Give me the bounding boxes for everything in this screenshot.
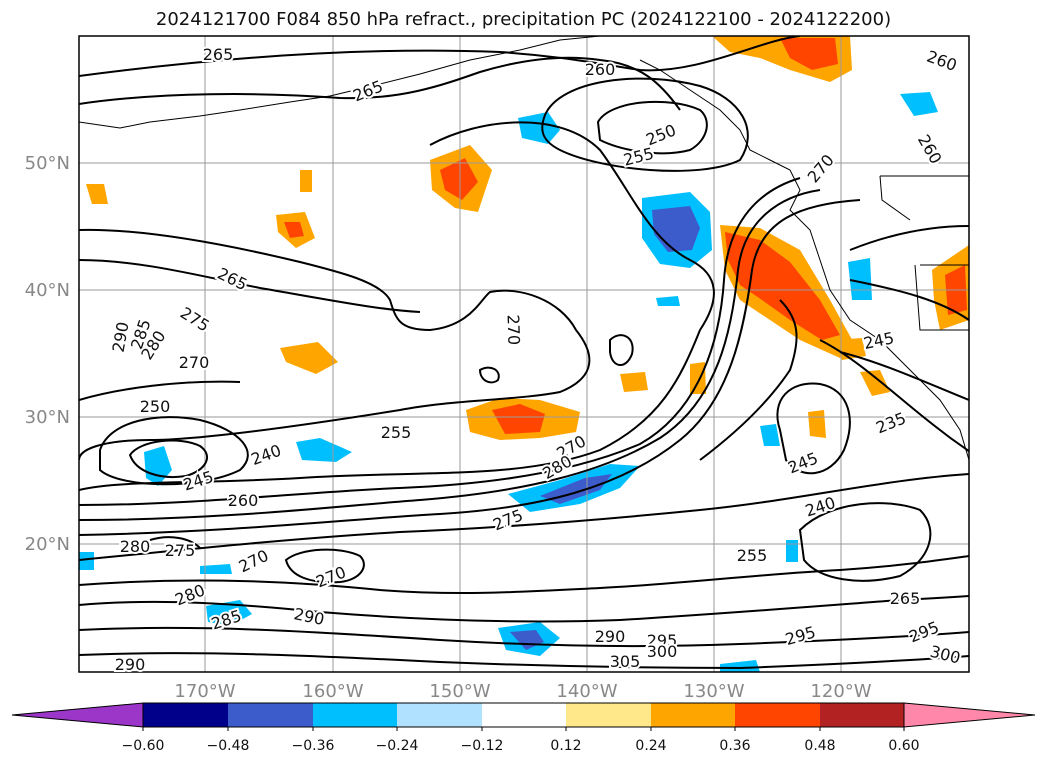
contour-label: 290 bbox=[115, 655, 146, 674]
colorbar-tick-label: 0.60 bbox=[888, 738, 919, 754]
map-content bbox=[79, 36, 969, 672]
lat-label: 40°N bbox=[25, 280, 70, 301]
colorbar-segment bbox=[313, 703, 397, 727]
contour-label: 295 bbox=[647, 631, 678, 650]
colorbar: −0.60 −0.48 −0.36 −0.24 −0.12 0.12 0.24 … bbox=[11, 702, 1036, 754]
contour-label: 260 bbox=[585, 60, 616, 79]
contour-label: 305 bbox=[610, 652, 641, 671]
colorbar-segment bbox=[735, 703, 820, 727]
colorbar-tick-label: −0.36 bbox=[292, 738, 335, 754]
contour-label: 280 bbox=[120, 537, 151, 556]
colorbar-segment bbox=[820, 703, 904, 727]
lat-axis: 50°N 40°N 30°N 20°N bbox=[25, 153, 70, 555]
colorbar-extend-low bbox=[11, 702, 144, 728]
colorbar-tick-label: 0.36 bbox=[719, 738, 750, 754]
contour-label: 255 bbox=[381, 423, 412, 442]
colorbar-segment bbox=[143, 703, 228, 727]
contour-label: 255 bbox=[737, 546, 768, 565]
colorbar-frame bbox=[142, 702, 905, 728]
contour-label: 260 bbox=[228, 491, 259, 510]
colorbar-tick-label: 0.12 bbox=[550, 738, 581, 754]
gridlines bbox=[79, 36, 969, 672]
colorbar-tick-label: −0.24 bbox=[376, 738, 419, 754]
lon-label: 120°W bbox=[810, 681, 871, 702]
colorbar-tick-label: −0.48 bbox=[207, 738, 250, 754]
contour-label: 270 bbox=[503, 314, 523, 345]
colorbar-segment bbox=[228, 703, 313, 727]
contour-label: 265 bbox=[890, 589, 921, 608]
contour-label: 300 bbox=[647, 642, 678, 661]
lat-label: 30°N bbox=[25, 407, 70, 428]
contour-label: 290 bbox=[595, 627, 626, 646]
colorbar-tick-label: 0.24 bbox=[635, 738, 666, 754]
colorbar-tick-label: 0.48 bbox=[804, 738, 835, 754]
precip-positive-patches bbox=[86, 36, 969, 440]
contour-label: 245 bbox=[862, 328, 896, 353]
colorbar-extend-high bbox=[903, 702, 1036, 728]
contour-label: 250 bbox=[140, 397, 171, 416]
contour-label: 275 bbox=[165, 541, 196, 560]
map-frame bbox=[78, 35, 970, 673]
lon-label: 170°W bbox=[174, 681, 235, 702]
lon-label: 150°W bbox=[429, 681, 490, 702]
colorbar-segment bbox=[482, 703, 566, 727]
contour-label: 290 bbox=[109, 320, 133, 353]
lon-label: 160°W bbox=[302, 681, 363, 702]
refractivity-contours bbox=[79, 36, 969, 670]
coastlines bbox=[79, 36, 969, 461]
colorbar-segment bbox=[397, 703, 482, 727]
contour-label: 265 bbox=[203, 45, 234, 64]
lat-label: 50°N bbox=[25, 153, 70, 174]
map-title: 2024121700 F084 850 hPa refract., precip… bbox=[155, 9, 892, 30]
contour-label: 270 bbox=[179, 353, 210, 372]
lon-label: 130°W bbox=[683, 681, 744, 702]
colorbar-tick-label: −0.60 bbox=[122, 738, 165, 754]
lon-label: 140°W bbox=[556, 681, 617, 702]
lat-label: 20°N bbox=[25, 534, 70, 555]
colorbar-segment bbox=[651, 703, 735, 727]
colorbar-tick-label: −0.12 bbox=[461, 738, 504, 754]
colorbar-segment bbox=[566, 703, 651, 727]
lon-axis: 170°W 160°W 150°W 140°W 130°W 120°W bbox=[174, 681, 871, 702]
